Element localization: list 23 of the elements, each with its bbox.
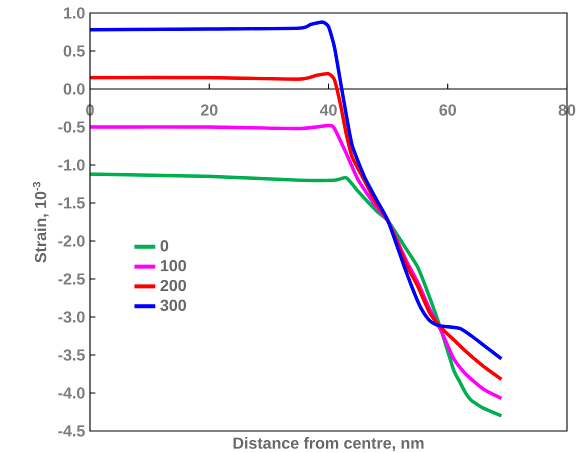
y-tick-label: -4.5: [58, 425, 85, 437]
y-tick-label: -1.0: [58, 159, 85, 171]
line-series: [88, 20, 504, 361]
legend-label: 300: [160, 300, 186, 312]
x-axis-title: Distance from centre, nm: [234, 437, 424, 452]
y-tick-label: -2.5: [58, 273, 85, 285]
y-tick-label: -1.5: [58, 197, 85, 209]
legend-label: 200: [160, 280, 186, 292]
x-tick-label: 60: [439, 104, 456, 116]
y-tick-label: 0.0: [64, 83, 85, 95]
y-tick-label: -3.0: [58, 311, 85, 323]
y-axis-title: Strain, 10$^{-3}$: [32, 182, 49, 263]
legend-label: 0: [160, 240, 168, 252]
line-series: [88, 172, 504, 418]
legend-label: 100: [160, 260, 186, 272]
y-tick-label: -0.5: [58, 121, 85, 133]
y-tick-label: 0.5: [64, 45, 85, 57]
y-tick-label: -4.0: [58, 387, 85, 399]
y-tick-label: 1.0: [64, 7, 85, 19]
y-tick-label: -2.0: [58, 235, 85, 247]
x-tick-label: 40: [320, 104, 337, 116]
x-tick-label: 20: [200, 104, 218, 116]
y-tick-label: -3.5: [58, 349, 85, 361]
